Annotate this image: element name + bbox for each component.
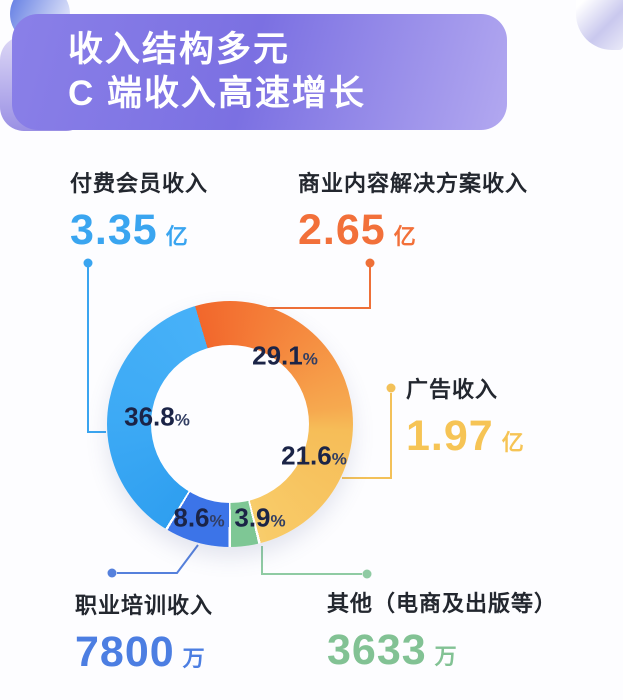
callout-value: 3.35 <box>70 206 158 254</box>
callout-value: 1.97 <box>406 412 494 460</box>
percent-label-vocational-training: 8.6% <box>173 503 224 534</box>
callout-paid-membership: 付费会员收入 3.35 亿 <box>70 166 208 255</box>
connector-commercial-content <box>252 258 375 309</box>
callout-commercial-content: 商业内容解决方案收入 2.65 亿 <box>298 166 528 255</box>
page-title-line2: C 端收入高速增长 <box>68 74 367 113</box>
header-banner: 收入结构多元 C 端收入高速增长 <box>12 14 507 130</box>
callout-label: 职业培训收入 <box>75 593 214 618</box>
callout-label: 商业内容解决方案收入 <box>298 171 529 196</box>
callout-advertising: 广告收入 1.97 亿 <box>406 372 524 461</box>
corner-fold-decoration <box>576 0 623 50</box>
page-title: 收入结构多元 C 端收入高速增长 <box>12 14 507 116</box>
percent-label-paid-membership: 36.8% <box>124 402 190 433</box>
percent-value: 29.1 <box>252 340 303 371</box>
connector-others <box>261 546 372 579</box>
callout-value-row: 2.65 亿 <box>298 206 528 255</box>
percent-label-advertising: 21.6% <box>281 441 347 472</box>
callout-unit: 亿 <box>501 430 524 455</box>
callout-unit: 万 <box>182 646 205 671</box>
percent-value: 36.8 <box>124 401 175 432</box>
callout-unit: 亿 <box>165 224 188 249</box>
callout-value: 3633 <box>327 626 427 674</box>
connector-vocational-training <box>107 544 199 578</box>
donut-chart <box>107 301 353 547</box>
page-title-line1: 收入结构多元 <box>68 30 291 69</box>
percent-sign: % <box>174 410 190 430</box>
percent-sign: % <box>270 511 286 531</box>
callout-value-row: 1.97 亿 <box>406 412 524 461</box>
callout-label: 付费会员收入 <box>70 171 209 196</box>
percent-value: 8.6 <box>173 502 210 533</box>
percent-label-commercial-content: 29.1% <box>252 341 318 372</box>
callout-value: 2.65 <box>298 206 386 254</box>
callout-others: 其他（电商及出版等） 3633 万 <box>327 586 557 675</box>
percent-value: 3.9 <box>234 502 271 533</box>
callout-label: 其他（电商及出版等） <box>327 591 558 616</box>
callout-value-row: 3.35 亿 <box>70 206 208 255</box>
percent-sign: % <box>331 449 347 469</box>
donut-hole <box>151 345 309 503</box>
callout-unit: 万 <box>434 644 457 669</box>
callout-vocational-training: 职业培训收入 7800 万 <box>75 588 213 677</box>
percent-sign: % <box>302 349 318 369</box>
percent-sign: % <box>209 511 225 531</box>
callout-value: 7800 <box>75 628 175 676</box>
callout-value-row: 7800 万 <box>75 628 213 677</box>
callout-unit: 亿 <box>393 224 416 249</box>
callout-value-row: 3633 万 <box>327 626 557 675</box>
percent-label-others: 3.9% <box>234 503 285 534</box>
connector-paid-membership <box>83 258 106 433</box>
percent-value: 21.6 <box>281 440 332 471</box>
callout-label: 广告收入 <box>406 377 499 402</box>
